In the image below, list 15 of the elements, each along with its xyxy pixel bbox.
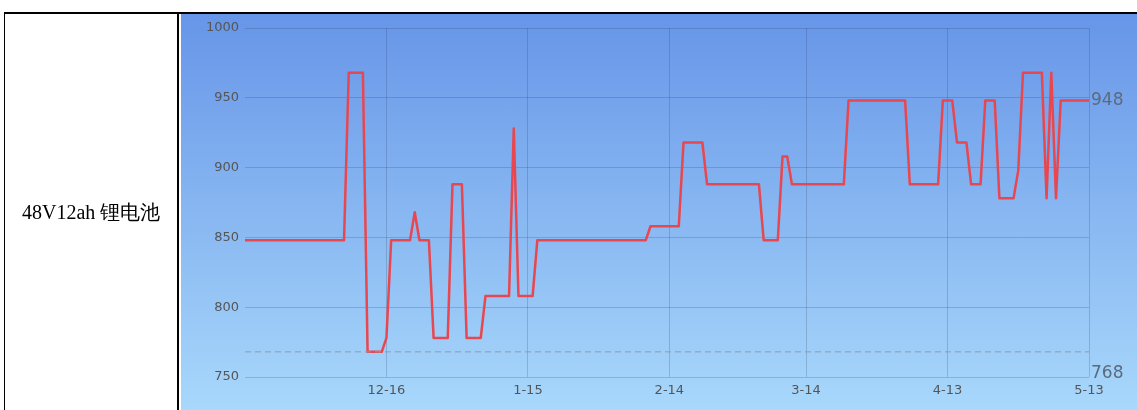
y-tick-label: 800 [214,298,239,314]
y-tick-label: 1000 [205,19,239,35]
x-tick-label: 3-14 [791,382,821,398]
annotation: 948 [1091,89,1124,110]
x-tick-label: 1-15 [513,382,543,398]
y-tick-label: 750 [214,368,239,384]
text: 48V12ah 锂电池 [21,200,162,225]
x-tick-label: 12-16 [367,382,406,398]
x-tick-label: 4-13 [932,382,963,398]
y-tick-label: 850 [214,228,239,244]
ref-line-label: 768 [1091,362,1124,383]
x-tick-label: 5-13 [1074,382,1104,398]
y-tick-label: 900 [214,158,239,174]
y-tick-label: 950 [214,89,239,105]
x-tick-label: 2-14 [654,382,685,398]
